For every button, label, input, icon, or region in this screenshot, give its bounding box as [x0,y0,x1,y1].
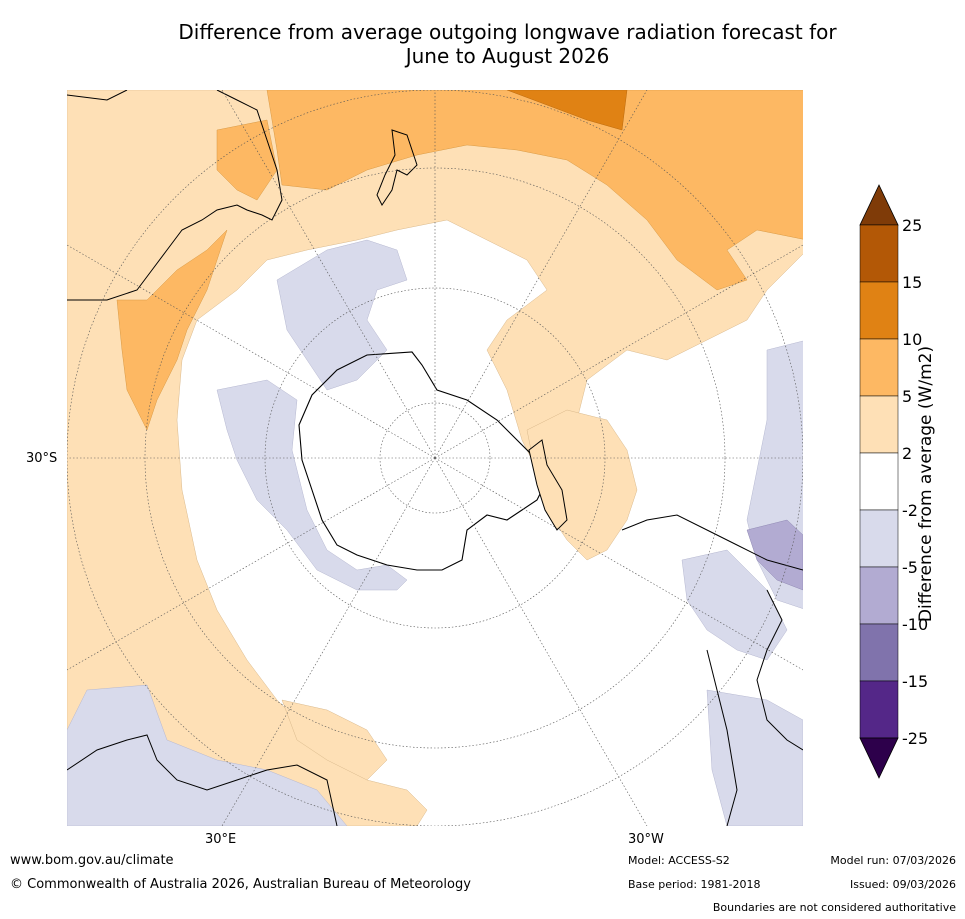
anomaly-region-orange-australia [216,119,278,201]
colorbar-tick-label: 2 [902,444,912,463]
colorbar-tick-label: -25 [902,729,928,748]
anomaly-region-light-purple-indian-sector [216,379,408,591]
antarctica-coastline [298,351,548,571]
anomaly-region-light-purple-argentina [681,549,788,661]
antarctic-peninsula [528,439,568,531]
anomaly-region-light-purple-southern-ocean [276,239,408,391]
colorbar-segment [859,224,899,283]
colorbar-extend-low [859,737,899,779]
colorbar-extend-high [859,184,899,226]
colorbar-tick-label: -5 [902,558,918,577]
latitude-label-30s: 30°S [26,451,58,466]
colorbar-segment [859,452,899,511]
colorbar-tick-label: 15 [902,273,922,292]
footer-website: www.bom.gov.au/climate [10,853,174,868]
colorbar-segment [859,338,899,397]
longitude-label-30e: 30°E [205,832,237,847]
map-title: Difference from average outgoing longwav… [60,20,955,68]
colorbar-tick-label: -2 [902,501,918,520]
anomaly-region-light-purple-brazil [706,689,803,826]
colorbar-tick-label: -15 [902,672,928,691]
footer-disclaimer: Boundaries are not considered authoritat… [712,901,956,914]
anomaly-region-orange-pacific [266,90,803,291]
colorbar-segment [859,509,899,568]
anomaly-region-light-purple-africa [67,684,348,826]
colorbar-tick-label: 10 [902,330,922,349]
footer-base-period: Base period: 1981-2018 [628,878,761,891]
footer-copyright: © Commonwealth of Australia 2026, Austra… [10,877,471,892]
colorbar: 25 15 10 5 2 -2 -5 -10 -15 -25 [859,184,928,779]
colorbar-segment [859,566,899,625]
anomaly-region-dark-orange-pacific [506,90,628,131]
anomaly-region-purple-south-atlantic [746,519,803,591]
title-line-2: June to August 2026 [405,44,610,68]
colorbar-tick-label: -10 [902,615,928,634]
longitude-graticule [67,90,803,826]
australia-coastline [67,90,283,301]
africa-coastline [67,734,338,826]
footer-model-run: Model run: 07/03/2026 [830,854,956,867]
new-zealand-coastline [376,129,418,206]
colorbar-title: Difference from average (W/m2) [916,345,936,623]
footer-model: Model: ACCESS-S2 [628,854,730,867]
south-america-coastline [621,514,803,826]
latitude-graticule [67,90,803,826]
colorbar-segment [859,680,899,739]
title-line-1: Difference from average outgoing longwav… [178,20,837,44]
anomaly-region-orange-indian [116,229,228,431]
footer-issued: Issued: 09/03/2026 [849,878,956,891]
colorbar-tick-label: 5 [902,387,912,406]
longitude-label-30w: 30°W [628,832,664,847]
colorbar-tick-label: 25 [902,216,922,235]
anomaly-region-light-orange-africa [281,699,388,781]
colorbar-segment [859,281,899,340]
colorbar-segment [859,623,899,682]
colorbar-segment [859,395,899,454]
polar-map [67,90,803,826]
